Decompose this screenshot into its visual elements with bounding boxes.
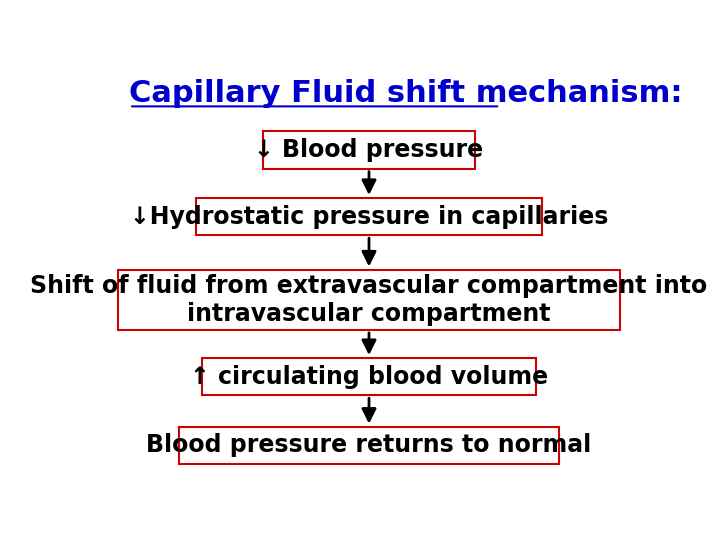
FancyBboxPatch shape: [118, 269, 620, 330]
Text: Blood pressure returns to normal: Blood pressure returns to normal: [146, 433, 592, 457]
Text: Shift of fluid from extravascular compartment into
intravascular compartment: Shift of fluid from extravascular compar…: [30, 274, 708, 326]
Text: ↑ circulating blood volume: ↑ circulating blood volume: [190, 364, 548, 389]
Text: ↓Hydrostatic pressure in capillaries: ↓Hydrostatic pressure in capillaries: [130, 205, 608, 228]
FancyBboxPatch shape: [179, 427, 559, 464]
FancyBboxPatch shape: [202, 358, 536, 395]
Text: Capillary Fluid shift mechanism:: Capillary Fluid shift mechanism:: [129, 79, 683, 109]
FancyBboxPatch shape: [196, 198, 542, 235]
FancyBboxPatch shape: [263, 131, 475, 168]
Text: ↓ Blood pressure: ↓ Blood pressure: [254, 138, 484, 162]
